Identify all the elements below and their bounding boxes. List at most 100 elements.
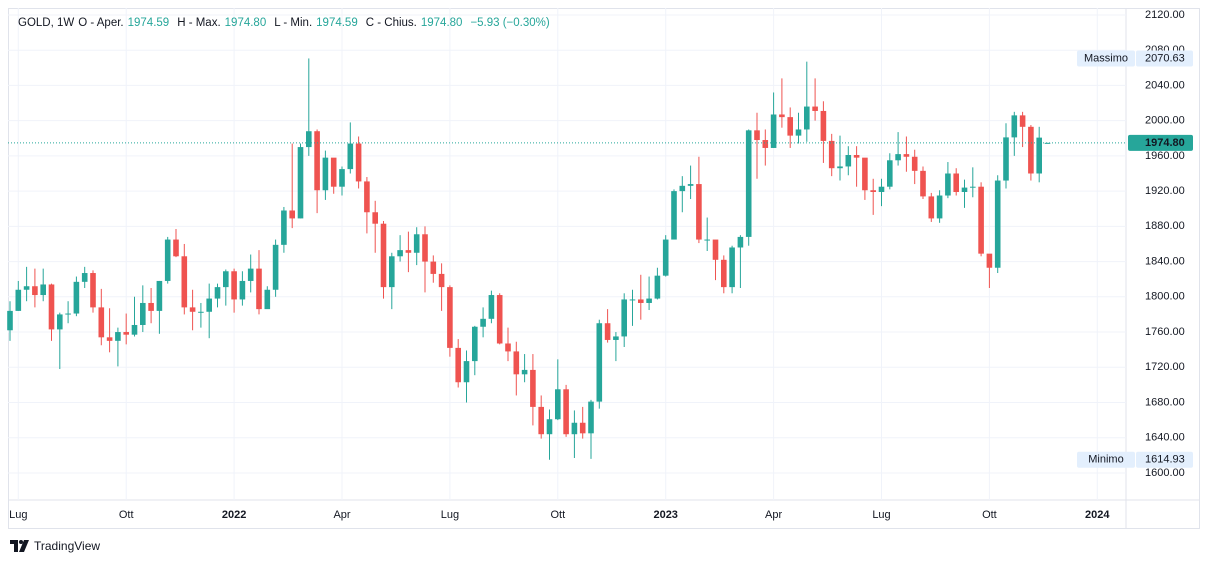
candle-body [638,299,644,303]
x-tick-label: Lug [9,509,27,521]
x-tick-label: Ott [982,509,997,521]
candle-body [505,343,511,352]
x-tick-label: Ott [119,509,134,521]
candle-body [306,131,312,148]
footer: TradingView [10,539,100,553]
candle-body [779,114,785,118]
candle-body [920,170,926,197]
candle-body [596,323,603,402]
axis-labels: 1600.00 1640.00 1680.00 1720.00 1760.00 1800.… [9,9,1193,521]
candle-body [994,180,1001,268]
candle-body [696,184,702,240]
field-value: 1974.80 [420,17,463,29]
candle-body [32,286,38,296]
legend-header: GOLD, 1W O - Aper. 1974.59 H - Max. 1974.80 L… [18,17,558,29]
x-tick-label: Lug [872,509,890,521]
field-label: C - Chius. [365,17,417,29]
candle-body [57,314,63,330]
annotation-box [1077,451,1135,468]
candle-body [7,310,13,331]
candle-body [613,336,619,340]
candle-body [986,253,993,268]
symbol: GOLD, 1W [18,17,75,29]
candle-body [90,273,96,308]
candle-body [629,299,636,301]
annotation-value-box [1136,50,1193,67]
candle-body [447,287,453,348]
candle-body [654,275,661,299]
candle-body [115,332,121,341]
candle-body [281,210,287,245]
chart-frame [8,8,1200,529]
candle-body [787,117,793,136]
candle-body [1003,137,1009,181]
candle-body [704,239,710,241]
y-tick-label: 1800.00 [1145,291,1185,303]
candle-body [140,302,146,325]
candle-body [198,311,204,313]
last-price-tag [1128,134,1193,151]
candle-body [463,361,470,383]
candle-body [297,147,304,219]
candle-body [98,307,105,338]
candle-body [289,210,295,219]
candle-body [480,318,486,327]
candle-body [862,157,868,191]
candle-body [73,281,80,314]
candle-body [737,236,744,248]
logo [10,540,29,552]
candle-body [762,140,769,148]
candle-body [945,173,951,196]
candle-body [1019,115,1026,127]
candle-body [588,401,594,434]
candle-body [538,406,544,435]
candle-body [895,154,901,161]
candle-body [546,419,553,435]
annotation-label: Massimo [1084,52,1128,64]
field-value: 1974.80 [224,17,267,29]
candle-body [729,247,735,288]
y-tick-label: 1640.00 [1145,432,1185,444]
candle-body [662,239,669,276]
candle-body [887,160,893,187]
candle-body [181,256,188,308]
x-tick-label: Ott [550,509,565,521]
candle-body [223,271,229,288]
y-tick-label: 1600.00 [1145,467,1185,479]
candle-body [571,422,578,435]
candle-body [621,299,627,337]
candle-body [721,259,727,288]
candle-body [795,129,802,136]
candle-body [530,369,536,407]
annotation-value: 1614.93 [1145,454,1185,466]
y-tick-label: 2040.00 [1145,79,1185,91]
candle-body [81,273,88,282]
candle-body [1044,142,1051,144]
y-tick-label: 1880.00 [1145,220,1185,232]
x-tick-label: 2024 [1085,509,1110,521]
candle-body [131,324,138,335]
candle-body [903,154,910,157]
candle-body [389,256,395,288]
field-value: 1974.59 [127,17,170,29]
candle-body [380,223,387,288]
last-price-label: 1974.80 [1145,137,1185,149]
candle-body [646,298,652,303]
x-tick-label: Apr [333,509,350,521]
candle-body [970,186,976,188]
candle-body [953,173,959,192]
candle-body [106,337,113,341]
candle-body [604,323,611,340]
candles [7,58,1126,460]
candle-body [355,143,362,182]
x-tick-label: 2022 [222,509,246,521]
field-value: 1974.59 [316,17,358,29]
candle-body [853,155,860,158]
change: −5.93 (−0.30%) [470,17,550,29]
candle-body [330,157,337,187]
candle-body [173,239,179,257]
candle-body [314,131,320,191]
candle-body [812,106,818,111]
candle-body [322,157,329,191]
candle-body [123,332,129,335]
